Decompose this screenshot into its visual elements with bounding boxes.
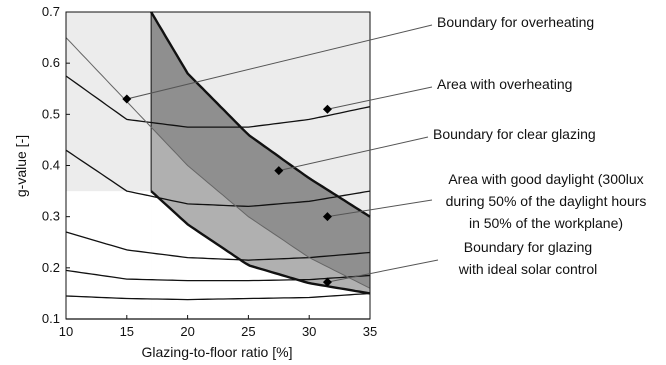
x-tick-label: 15	[120, 324, 134, 339]
area-left-white	[66, 191, 152, 319]
annotation-marker	[322, 277, 332, 287]
x-tick-label: 25	[241, 324, 255, 339]
annotation-leader-line	[327, 259, 439, 283]
contour-line	[65, 231, 371, 261]
chart-lines	[65, 11, 371, 320]
annotation-marker	[322, 104, 332, 114]
annotation-leader-line	[126, 24, 433, 100]
chart-annotations: Boundary for overheating Area with overhe…	[122, 14, 646, 287]
annotation-label: in 50% of the workplane)	[469, 215, 623, 231]
annotation-leader-line	[327, 199, 433, 218]
annotation-label: with ideal solar control	[458, 261, 598, 277]
annotation-marker	[274, 166, 284, 176]
boundary-clear-glazing-line	[65, 37, 371, 289]
y-axis-label: g-value [-]	[13, 135, 29, 197]
annotation-label: Area with overheating	[437, 76, 572, 92]
annotation-label: during 50% of the daylight hours	[446, 193, 647, 209]
chart-ticks: 10 15 20 25 30 35 0.1 0.2 0.3 0.4 0.5 0.6 0.7	[42, 4, 377, 339]
x-axis-label: Glazing-to-floor ratio [%]	[142, 344, 293, 360]
y-tick-label: 0.2	[42, 260, 60, 275]
y-tick-label: 0.4	[42, 158, 60, 173]
annotation-leader-line	[327, 86, 433, 110]
y-tick-label: 0.7	[42, 4, 60, 19]
annotation-marker	[322, 212, 332, 222]
y-tick-label: 0.1	[42, 311, 60, 326]
annotation-marker	[122, 94, 132, 104]
boundary-solar-control-line	[150, 190, 371, 295]
annotation-label: Boundary for glazing	[464, 239, 592, 255]
y-tick-label: 0.5	[42, 106, 60, 121]
contour-line	[65, 75, 371, 128]
annotation-label: Boundary for clear glazing	[433, 126, 596, 142]
annotation-label: Area with good daylight (300lux	[448, 171, 643, 187]
contour-line	[65, 269, 371, 282]
y-tick-label: 0.3	[42, 209, 60, 224]
annotation-leader-line	[278, 136, 429, 172]
contour-line	[65, 149, 371, 208]
boundary-overheating-line	[150, 11, 371, 218]
x-tick-label: 10	[59, 324, 73, 339]
x-tick-label: 35	[363, 324, 377, 339]
area-below-solar-control	[151, 191, 370, 319]
x-tick-label: 20	[180, 324, 194, 339]
y-tick-label: 0.6	[42, 55, 60, 70]
x-tick-label: 30	[302, 324, 316, 339]
chart-areas	[66, 12, 370, 319]
contour-line	[65, 292, 371, 301]
annotation-label: Boundary for overheating	[437, 14, 594, 30]
area-overheating-dark	[151, 12, 370, 289]
